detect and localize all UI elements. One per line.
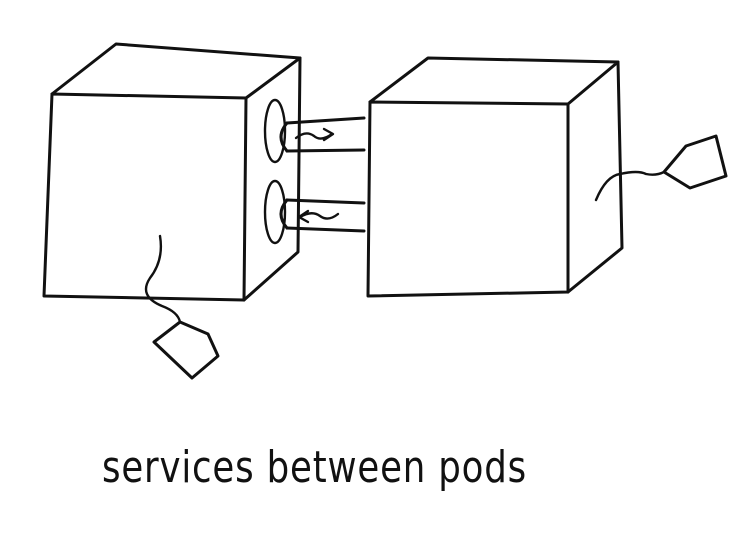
left-pod <box>42 42 302 302</box>
left-pod-tag-icon <box>152 320 220 380</box>
right-pod-front-face <box>366 100 570 298</box>
right-pod <box>366 56 624 298</box>
left-pod-tag-string <box>144 234 182 324</box>
right-pod-tag-string <box>594 170 666 202</box>
pipe-upper-body <box>285 116 366 153</box>
right-pod-top-face <box>368 56 620 106</box>
right-pod-tag <box>594 134 728 202</box>
left-pod-port-upper <box>263 98 287 164</box>
pipe-lower-end <box>279 198 289 230</box>
left-pod-port-lower <box>263 179 287 245</box>
pipe-upper <box>279 116 366 153</box>
pipe-lower-body <box>285 198 366 233</box>
arrow-right-icon <box>294 127 335 142</box>
right-pod-tag-icon <box>662 134 728 190</box>
arrow-left-icon <box>297 209 340 224</box>
caption: services between pods <box>102 442 527 493</box>
right-pod-side-face <box>566 60 624 294</box>
pipe-upper-end <box>279 121 289 153</box>
pipe-lower <box>279 198 366 233</box>
left-pod-top-face <box>50 42 302 100</box>
left-pod-front-face <box>42 92 248 302</box>
left-pod-tag <box>144 234 220 380</box>
